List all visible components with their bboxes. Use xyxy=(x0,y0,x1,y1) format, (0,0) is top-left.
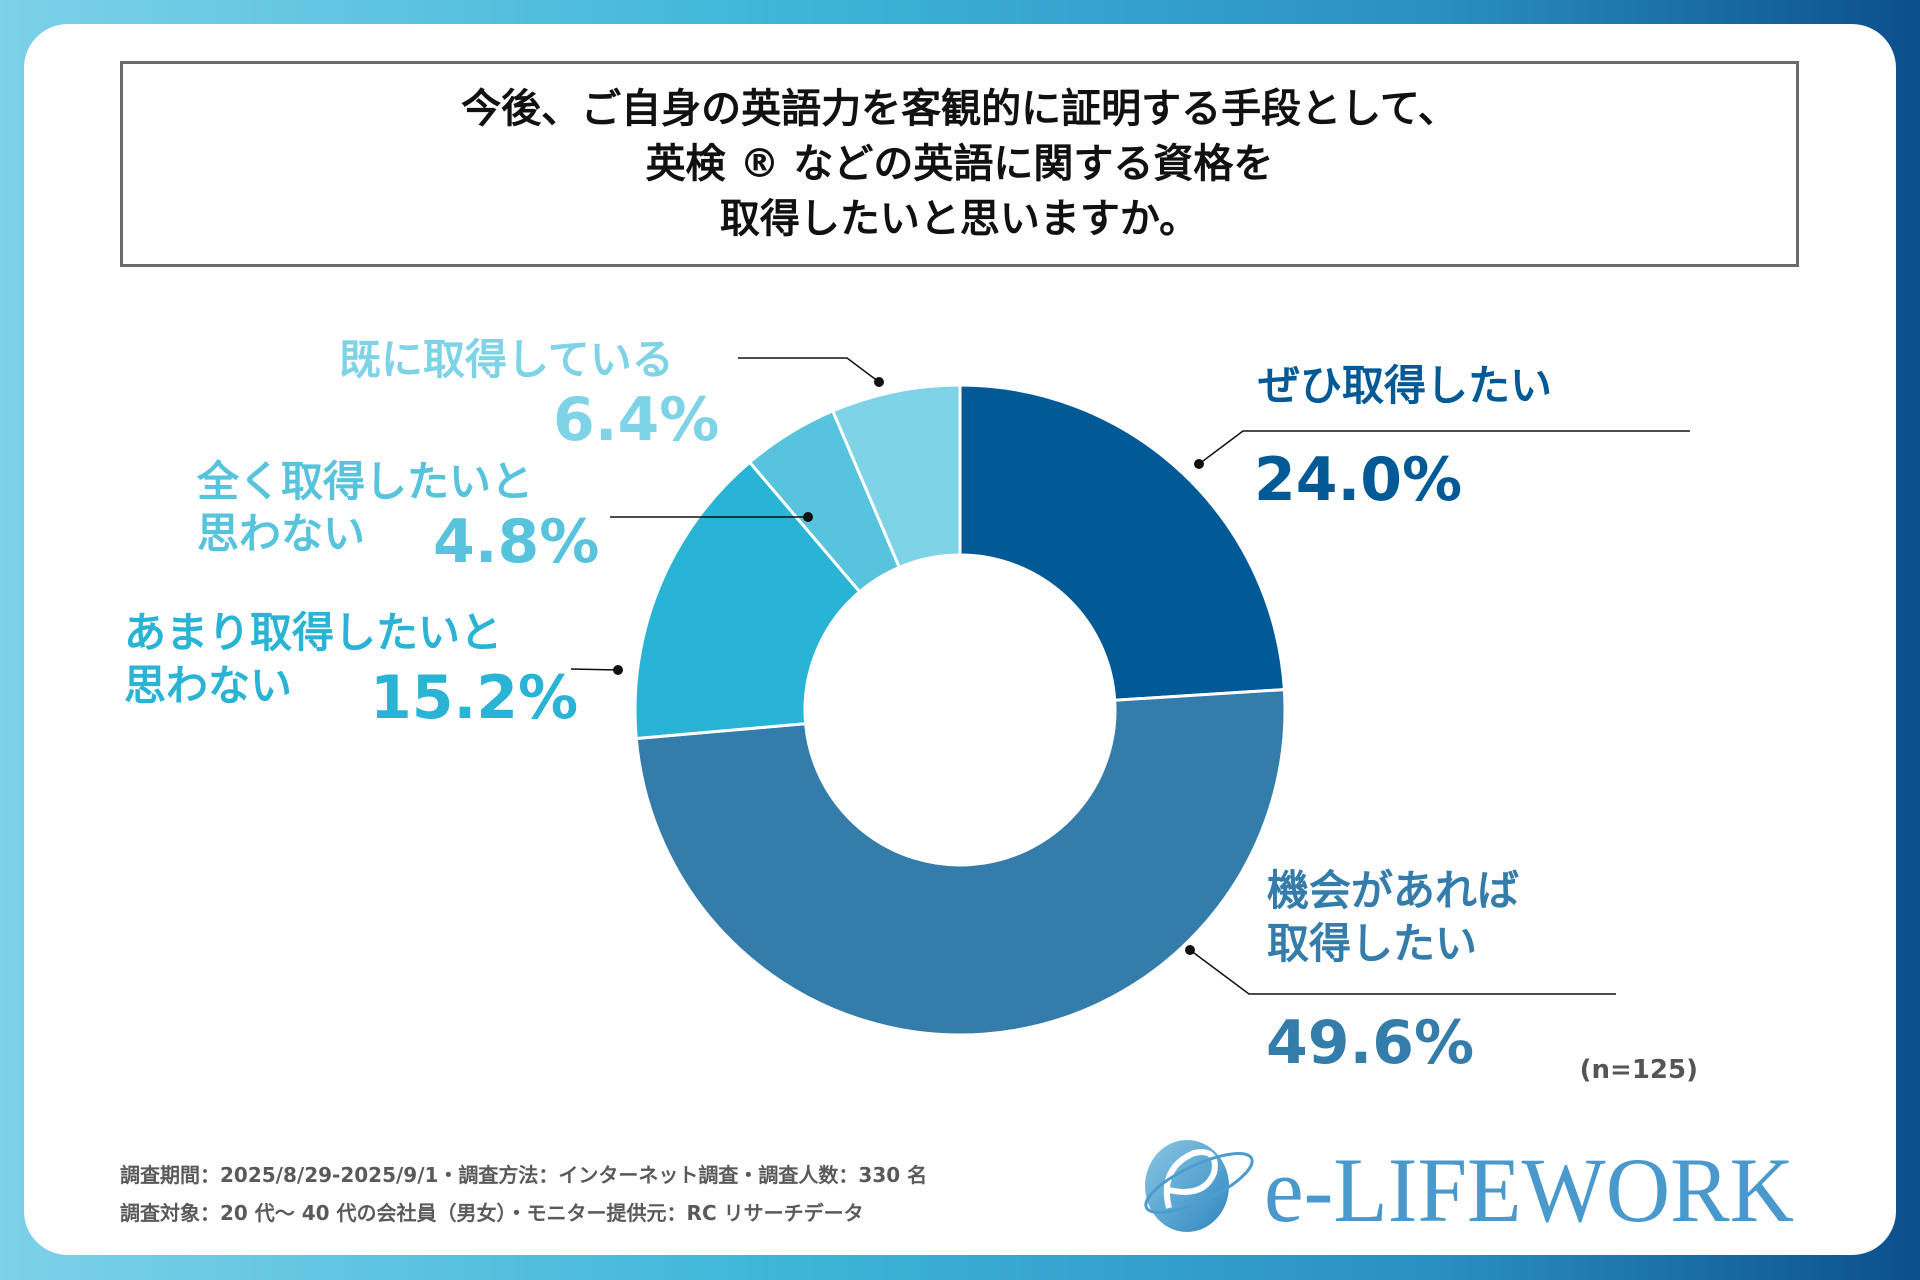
title-line: 今後、ご自身の英語力を客観的に証明する手段として、 xyxy=(461,85,1458,132)
label-zehi: ぜひ取得したい xyxy=(1258,361,1553,410)
label-mattaku-1: 全く取得したいと xyxy=(197,457,534,506)
pct-zehi: 24.0% xyxy=(1254,445,1463,515)
label-amari-1: あまり取得したいと xyxy=(124,608,503,657)
logo-e-emblem xyxy=(1145,1140,1229,1232)
donut-slice-1 xyxy=(634,688,1287,1037)
pct-amari: 15.2% xyxy=(370,663,579,733)
label-sudeni: 既に取得している xyxy=(339,335,674,384)
leader-dot xyxy=(1194,459,1204,469)
leader-dot xyxy=(1185,945,1195,955)
title-line: 取得したいと思いますか。 xyxy=(719,195,1200,242)
label-kikai-1: 機会があれば xyxy=(1267,866,1520,915)
leader-line xyxy=(1198,430,1690,465)
leader-line xyxy=(570,668,619,671)
question-title: 今後、ご自身の英語力を客観的に証明する手段として、 英検 ® などの英語に関する… xyxy=(120,61,1799,267)
footer-survey-info: 調査期間：2025/8/29-2025/9/1・調査方法：インターネット調査・調… xyxy=(120,1163,928,1187)
donut-slice-2 xyxy=(633,460,862,741)
leader-dot xyxy=(803,512,813,522)
footer-survey-target: 調査対象：20 代～ 40 代の会社員（男女）・モニター提供元：RC リサーチデ… xyxy=(120,1201,864,1225)
company-logo: e-LIFEWORK xyxy=(1144,1139,1794,1238)
card xyxy=(24,24,1896,1255)
donut-slice-4 xyxy=(830,383,962,570)
label-kikai-2: 取得したい xyxy=(1267,919,1478,968)
leader-line xyxy=(1189,949,1616,995)
logo-text: e-LIFEWORK xyxy=(1264,1139,1794,1238)
leader-line xyxy=(738,357,880,383)
donut-slice-0 xyxy=(958,383,1286,702)
leader-dot xyxy=(874,377,884,387)
label-mattaku-2: 思わない xyxy=(197,509,366,558)
pct-kikai: 49.6% xyxy=(1266,1008,1475,1078)
leader-dot xyxy=(613,665,623,675)
pct-mattaku: 4.8% xyxy=(433,507,600,577)
sample-size: (n=125) xyxy=(1579,1055,1698,1085)
title-line: 英検 ® などの英語に関する資格を xyxy=(645,140,1274,187)
pct-sudeni: 6.4% xyxy=(553,385,720,455)
label-amari-2: 思わない xyxy=(124,661,293,710)
